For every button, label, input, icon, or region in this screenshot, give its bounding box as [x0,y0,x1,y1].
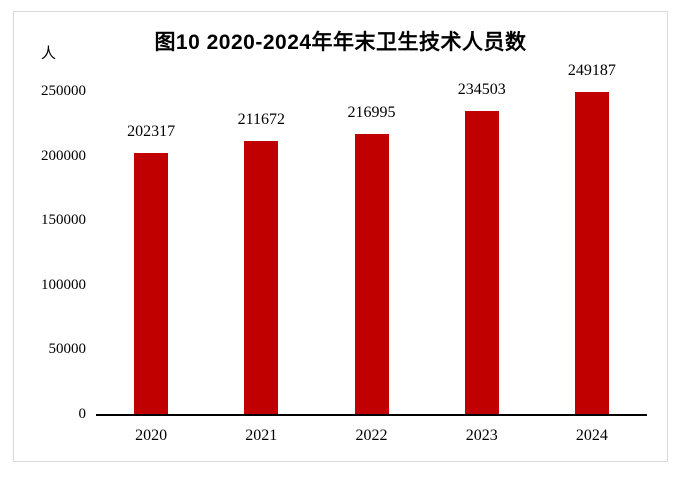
x-tick-label-2021: 2021 [245,427,278,444]
y-tick-label: 200000 [41,147,86,164]
chart-title: 图10 2020-2024年年末卫生技术人员数 [154,31,527,54]
value-label-2023: 234503 [457,81,506,99]
bar-2024 [574,92,609,414]
bar-2021 [244,140,279,414]
y-tick-label: 0 [78,406,87,422]
x-tick-label-2022: 2022 [355,427,388,444]
bar-2022 [354,133,389,414]
bar-2023 [464,111,499,414]
value-label-2022: 216995 [347,103,396,121]
y-axis-unit-label: 人 [41,46,57,62]
y-tick-label: 50000 [48,341,87,358]
x-tick-label-2024: 2024 [575,427,608,444]
value-label-2021: 211672 [237,110,285,128]
y-tick-label: 150000 [41,212,86,229]
bar-2020 [134,152,169,414]
x-tick-label-2023: 2023 [465,427,498,444]
chart-frame: 图10 2020-2024年年末卫生技术人员数 人 0 50000 100000 15… [13,11,668,462]
y-tick-label: 250000 [41,83,86,99]
x-axis-line [96,414,647,416]
value-label-2024: 249187 [567,62,616,80]
value-label-2020: 202317 [127,122,176,140]
x-tick-label-2020: 2020 [135,427,168,444]
y-tick-label: 100000 [41,276,86,293]
